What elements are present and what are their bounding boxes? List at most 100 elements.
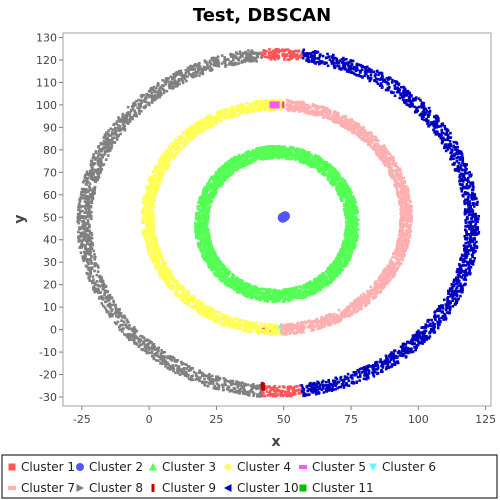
data-point xyxy=(294,287,298,291)
data-point xyxy=(232,321,235,325)
data-point xyxy=(156,245,159,248)
data-point xyxy=(326,171,330,175)
data-point xyxy=(262,147,265,151)
data-point xyxy=(227,318,230,322)
data-point xyxy=(212,175,215,178)
data-point xyxy=(351,226,354,230)
data-point xyxy=(286,387,290,391)
data-point xyxy=(189,129,193,132)
data-point xyxy=(265,295,268,298)
data-point xyxy=(141,209,145,212)
data-point xyxy=(350,201,353,204)
data-point xyxy=(145,209,149,213)
data-point xyxy=(147,178,151,181)
data-point xyxy=(271,290,274,294)
data-point xyxy=(144,214,147,217)
data-point xyxy=(188,300,191,303)
data-point xyxy=(210,306,213,310)
data-point xyxy=(162,260,165,264)
data-point xyxy=(235,109,239,113)
data-point xyxy=(218,320,222,323)
data-point xyxy=(199,237,202,241)
data-point xyxy=(283,393,286,397)
data-point xyxy=(219,180,222,184)
data-point xyxy=(299,291,302,295)
data-point xyxy=(307,293,311,297)
data-point xyxy=(338,250,342,254)
data-point xyxy=(159,257,162,260)
data-point xyxy=(267,102,270,106)
data-point xyxy=(157,165,161,169)
data-point xyxy=(176,145,179,148)
data-point xyxy=(298,294,302,297)
data-point xyxy=(283,296,287,299)
data-point xyxy=(202,249,206,253)
data-point xyxy=(298,154,301,157)
data-point xyxy=(150,230,154,234)
data-point xyxy=(213,192,217,196)
data-point xyxy=(350,237,353,241)
data-point xyxy=(161,171,165,175)
data-point xyxy=(343,252,347,256)
data-point xyxy=(333,175,336,178)
data-point xyxy=(314,281,317,285)
data-point xyxy=(208,265,212,269)
data-point xyxy=(317,156,321,160)
data-point xyxy=(243,327,247,330)
data-point xyxy=(350,214,354,218)
data-point xyxy=(233,161,237,165)
data-point xyxy=(271,333,274,336)
data-point xyxy=(237,291,240,294)
data-point xyxy=(350,238,354,242)
data-point xyxy=(150,239,154,242)
data-point xyxy=(172,154,176,157)
data-point xyxy=(260,393,264,396)
data-point xyxy=(284,148,287,151)
data-point xyxy=(239,112,242,115)
data-point xyxy=(284,152,287,156)
data-point xyxy=(237,285,241,289)
data-point xyxy=(197,124,201,128)
data-point xyxy=(331,271,334,275)
data-point xyxy=(285,154,289,158)
data-point xyxy=(264,99,267,102)
data-point xyxy=(168,276,171,280)
data-point xyxy=(297,49,300,53)
data-point xyxy=(263,55,266,58)
data-point xyxy=(256,155,260,158)
data-point xyxy=(145,220,149,224)
data-point xyxy=(266,105,269,109)
data-point xyxy=(346,229,349,233)
data-point xyxy=(346,253,350,256)
data-point xyxy=(353,199,357,202)
data-point xyxy=(301,292,305,296)
data-point xyxy=(154,251,158,254)
data-point xyxy=(305,151,309,155)
data-point xyxy=(145,245,149,249)
data-point xyxy=(200,229,203,233)
data-point xyxy=(147,209,151,213)
data-point xyxy=(262,287,266,291)
data-point xyxy=(211,177,215,180)
data-point xyxy=(336,177,340,180)
data-point xyxy=(323,173,326,177)
data-point xyxy=(274,300,277,303)
data-point xyxy=(286,58,290,61)
data-point xyxy=(348,195,352,199)
data-point xyxy=(163,276,166,280)
data-point xyxy=(244,283,248,287)
data-point xyxy=(239,102,242,106)
data-point xyxy=(274,323,277,327)
data-point xyxy=(248,105,252,109)
data-point xyxy=(350,220,353,224)
data-point xyxy=(152,227,156,230)
data-point xyxy=(203,308,207,312)
data-point xyxy=(255,329,259,333)
data-point xyxy=(208,206,211,209)
data-point xyxy=(242,324,245,328)
data-point xyxy=(269,152,273,156)
data-point xyxy=(272,51,275,55)
data-point xyxy=(274,155,278,158)
data-point xyxy=(312,161,315,165)
data-point xyxy=(154,241,158,244)
